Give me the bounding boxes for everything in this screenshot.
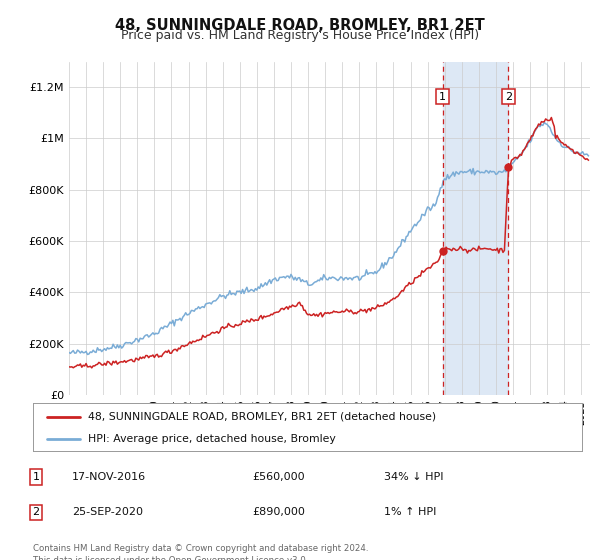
Text: 2: 2 [505,92,512,101]
Text: 25-SEP-2020: 25-SEP-2020 [72,507,143,517]
Text: 48, SUNNINGDALE ROAD, BROMLEY, BR1 2ET: 48, SUNNINGDALE ROAD, BROMLEY, BR1 2ET [115,18,485,33]
Text: HPI: Average price, detached house, Bromley: HPI: Average price, detached house, Brom… [88,434,335,444]
Text: 17-NOV-2016: 17-NOV-2016 [72,472,146,482]
Text: Contains HM Land Registry data © Crown copyright and database right 2024.
This d: Contains HM Land Registry data © Crown c… [33,544,368,560]
Text: Price paid vs. HM Land Registry's House Price Index (HPI): Price paid vs. HM Land Registry's House … [121,29,479,42]
Text: £560,000: £560,000 [252,472,305,482]
Text: 1: 1 [439,92,446,101]
Text: 48, SUNNINGDALE ROAD, BROMLEY, BR1 2ET (detached house): 48, SUNNINGDALE ROAD, BROMLEY, BR1 2ET (… [88,412,436,422]
Bar [443,62,508,395]
Text: 1: 1 [32,472,40,482]
Text: £890,000: £890,000 [252,507,305,517]
Text: 1% ↑ HPI: 1% ↑ HPI [384,507,436,517]
Text: 34% ↓ HPI: 34% ↓ HPI [384,472,443,482]
Text: 2: 2 [32,507,40,517]
